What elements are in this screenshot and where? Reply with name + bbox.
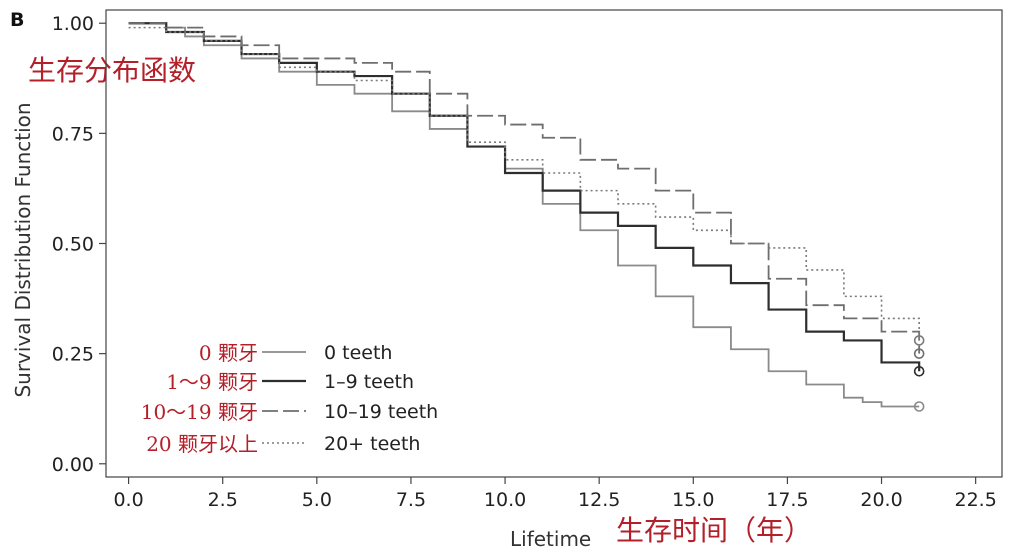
y-tick-label: 0.50	[52, 234, 94, 256]
legend: 0 teeth 0 颗牙 1–9 teeth 1～9 颗牙 10–19 teeth 10～…	[141, 341, 438, 456]
x-tick-label: 12.5	[578, 489, 620, 511]
legend-label-1: 1–9 teeth	[324, 371, 414, 393]
x-axis-cn-annotation: 生存时间（年）	[616, 514, 812, 547]
x-tick-label: 15.0	[672, 489, 714, 511]
series-line-2	[128, 22, 921, 354]
legend-cn-label-3: 20 颗牙以上	[146, 432, 258, 456]
y-axis-cn-annotation: 生存分布函数	[28, 54, 196, 87]
legend-label-0: 0 teeth	[324, 342, 392, 364]
censor-marker-1	[913, 365, 925, 377]
series-line-1	[128, 22, 921, 372]
panel-label: B	[10, 9, 24, 31]
y-tick-label: 0.75	[52, 123, 94, 145]
x-tick-label: 10.0	[484, 489, 526, 511]
censor-marker-0	[913, 401, 925, 412]
series-line-3	[128, 26, 920, 341]
survival-curves	[128, 22, 925, 412]
x-tick-label: 2.5	[208, 489, 238, 511]
x-tick-label: 22.5	[954, 489, 996, 511]
legend-label-2: 10–19 teeth	[324, 401, 438, 423]
x-tick-label: 0.0	[113, 489, 143, 511]
y-axis-label: Survival Distribution Function	[11, 102, 35, 397]
x-tick-label: 5.0	[302, 489, 332, 511]
axis-ticks: 0.0 2.5 5.0 7.5 10.0 12.5 15.0 17.5 20.0 22.5 0.00…	[52, 13, 997, 511]
legend-label-3: 20+ teeth	[324, 433, 420, 455]
x-tick-label: 17.5	[766, 489, 808, 511]
censor-marker-2	[913, 348, 925, 359]
x-tick-label: 20.0	[860, 489, 902, 511]
legend-cn-label-2: 10～19 颗牙	[141, 400, 258, 424]
y-tick-label: 1.00	[52, 13, 94, 35]
x-axis-label: Lifetime	[510, 527, 591, 551]
censor-marker-3	[913, 335, 925, 346]
legend-cn-label-1: 1～9 颗牙	[166, 370, 258, 394]
x-tick-label: 7.5	[396, 489, 426, 511]
y-tick-label: 0.25	[52, 344, 94, 366]
legend-cn-label-0: 0 颗牙	[199, 341, 258, 365]
y-tick-label: 0.00	[52, 454, 94, 476]
